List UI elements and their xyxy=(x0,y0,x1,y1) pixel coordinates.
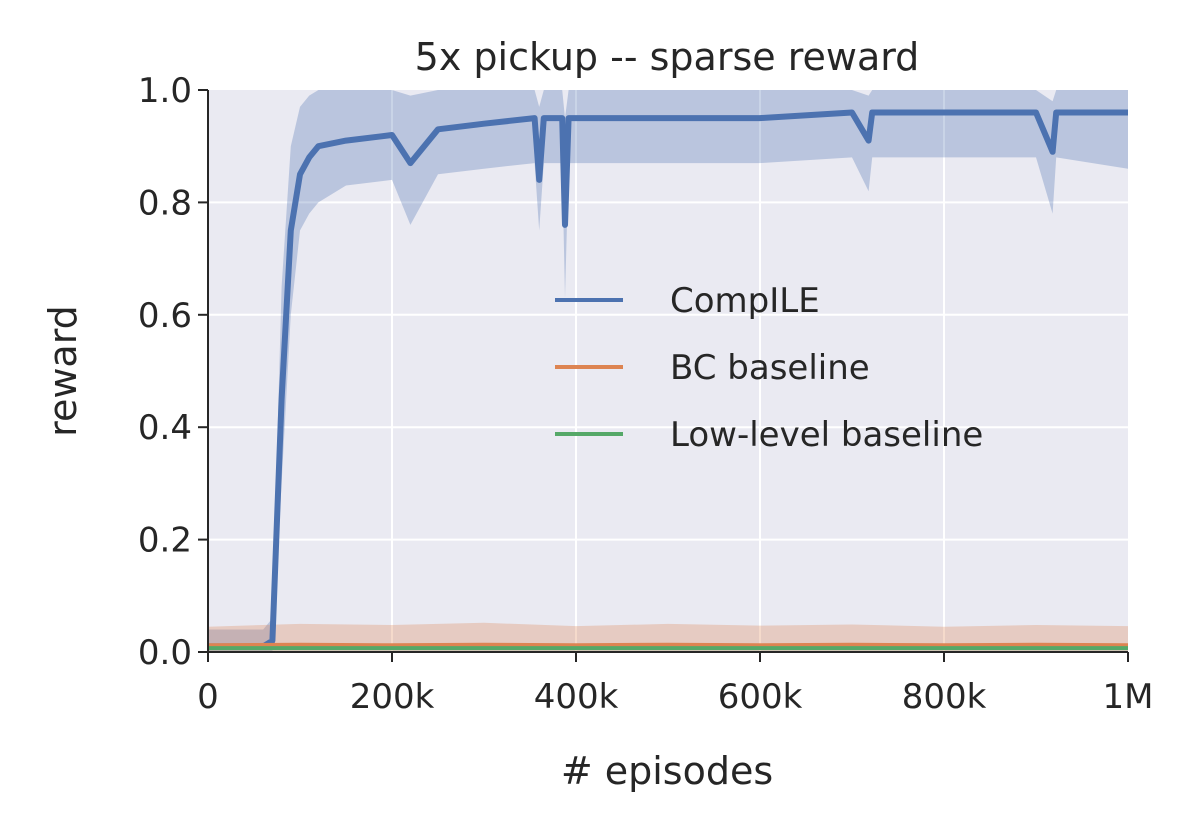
x-tick-label: 800k xyxy=(902,677,987,717)
y-tick-label: 1.0 xyxy=(138,71,192,111)
x-tick-label: 1M xyxy=(1103,677,1154,717)
x-tick-label: 400k xyxy=(534,677,619,717)
series-lines xyxy=(207,109,1129,651)
series-line-1 xyxy=(207,642,1129,648)
y-tick-label: 0.8 xyxy=(138,183,192,223)
y-tick-label: 0.0 xyxy=(138,633,192,673)
x-axis-label: # episodes xyxy=(561,749,773,793)
series-line-0 xyxy=(208,109,1128,650)
y-axis-label: reward xyxy=(41,305,85,437)
y-tick-label: 0.6 xyxy=(138,296,192,336)
y-tick-label: 0.4 xyxy=(138,408,192,448)
legend: CompILE BC baseline Low-level baseline xyxy=(555,281,983,455)
x-tick-label: 600k xyxy=(718,677,803,717)
series-band-0 xyxy=(208,90,1128,652)
x-tick-label: 0 xyxy=(197,677,219,717)
y-tick-label: 0.2 xyxy=(138,521,192,561)
grid-lines xyxy=(208,90,1128,652)
legend-label-0: CompILE xyxy=(670,281,820,321)
chart-title: 5x pickup -- sparse reward xyxy=(415,35,920,79)
axes: 0 200k 400k 600k 800k 1M 0.0 0.2 0.4 0.6 0.8 1.0 xyxy=(138,71,1154,717)
plot-area xyxy=(208,90,1128,652)
legend-label-2: Low-level baseline xyxy=(670,415,983,455)
x-tick-label: 200k xyxy=(350,677,435,717)
legend-label-1: BC baseline xyxy=(670,348,870,388)
